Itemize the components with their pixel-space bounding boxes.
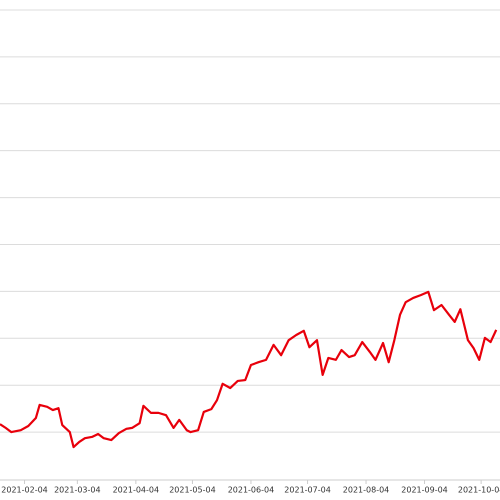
data-line: [0, 290, 498, 449]
x-tick-label: 2021-03-04: [54, 486, 101, 495]
x-tick-label: 2021-08-04: [343, 486, 390, 495]
x-tick-label: 2021-04-04: [113, 486, 160, 495]
x-tick-label: 2021-09-04: [401, 486, 448, 495]
x-tick-label: 2021-02-04: [1, 486, 48, 495]
x-tick-label: 2021-07-04: [284, 486, 331, 495]
x-tick-label: 2021-05-04: [169, 486, 216, 495]
x-tick-label: 2021-10-04: [458, 486, 500, 495]
x-tick-label: 2021-06-04: [228, 486, 275, 495]
plot-area: [0, 290, 498, 449]
